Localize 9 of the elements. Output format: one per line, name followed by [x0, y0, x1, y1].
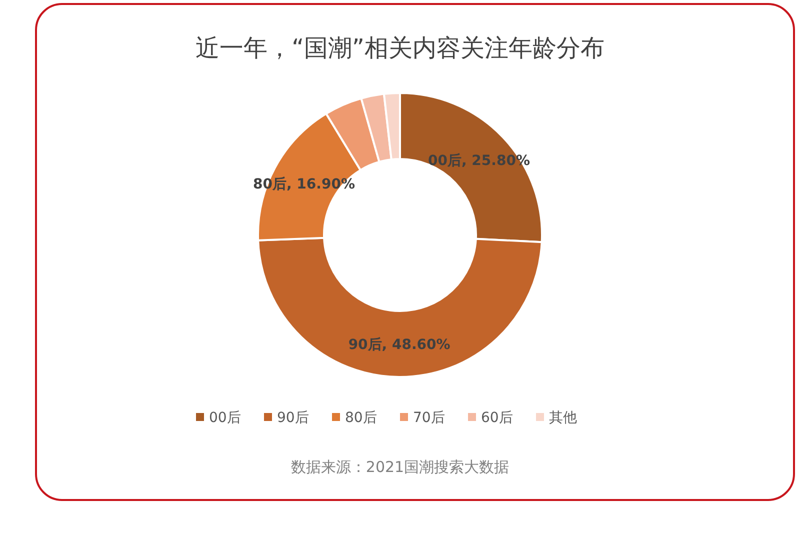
legend-label: 70后: [413, 410, 445, 426]
legend-label: 其他: [549, 410, 577, 426]
legend-label: 90后: [277, 410, 309, 426]
legend-label: 60后: [481, 410, 513, 426]
chart-title: 近一年，“国潮”相关内容关注年龄分布: [196, 34, 604, 62]
legend-label: 00后: [209, 410, 241, 426]
data-label: 90后, 48.60%: [348, 336, 450, 353]
legend-label: 80后: [345, 410, 377, 426]
source-note: 数据来源：2021国潮搜索大数据: [290, 458, 510, 476]
